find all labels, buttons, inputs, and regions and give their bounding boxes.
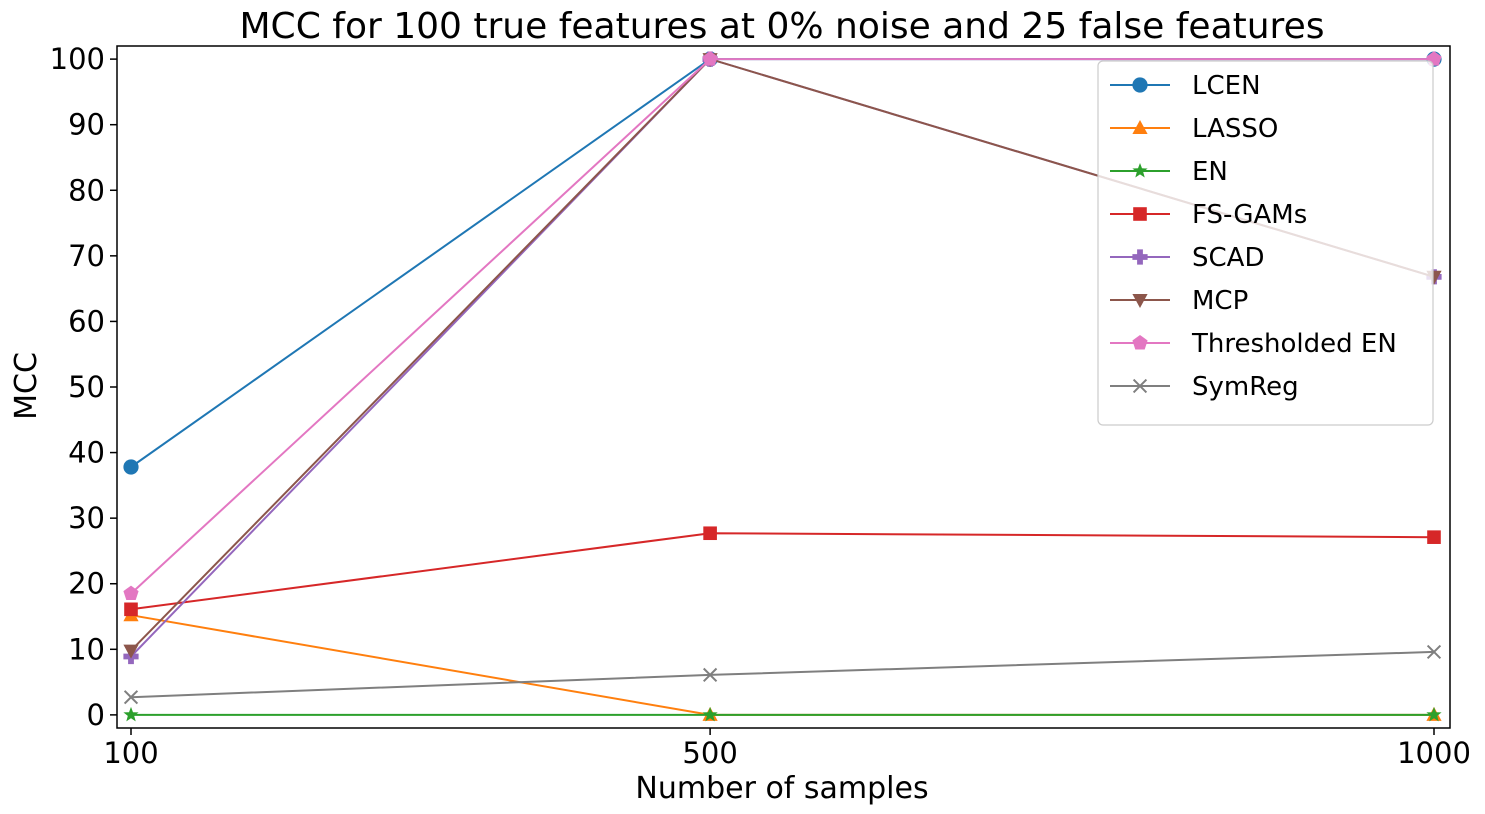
data-point	[703, 526, 717, 541]
data-point	[1426, 706, 1442, 722]
legend-entry: SymReg	[1110, 372, 1299, 402]
legend-label: EN	[1192, 157, 1228, 187]
legend-label: MCP	[1192, 286, 1248, 316]
legend-entry: LCEN	[1110, 71, 1261, 101]
x-axis-label: Number of samples	[635, 771, 928, 806]
data-point	[123, 644, 139, 659]
legend-marker	[1132, 335, 1148, 350]
legend-marker	[1132, 378, 1148, 394]
plot-area	[123, 51, 1442, 722]
chart-title: MCC for 100 true features at 0% noise an…	[240, 6, 1325, 47]
series-en	[123, 706, 1442, 722]
data-point	[702, 51, 718, 66]
legend: LCEN LASSO EN FS-GAMs SCAD MCP Thresholded EN S…	[1097, 60, 1434, 426]
legend-marker	[1132, 77, 1148, 93]
data-point	[123, 585, 139, 600]
y-tick-label: 50	[68, 370, 105, 404]
data-point	[123, 459, 139, 475]
legend-label: LCEN	[1192, 71, 1261, 101]
series-fs-gams	[124, 526, 1441, 617]
series-line	[130, 614, 1434, 716]
data-point	[1426, 644, 1442, 660]
legend-label: FS-GAMs	[1192, 200, 1307, 230]
y-tick-label: 30	[68, 501, 105, 535]
legend-marker	[1132, 120, 1148, 134]
series-line	[130, 650, 1435, 699]
x-tick-label: 500	[682, 736, 737, 770]
legend-entry: FS-GAMs	[1110, 200, 1307, 230]
y-tick-label: 10	[68, 632, 105, 666]
y-axis-label: MCC	[9, 352, 44, 420]
y-tick-label: 80	[68, 173, 105, 207]
y-tick-label: 20	[68, 567, 105, 601]
legend-label: SCAD	[1192, 243, 1264, 273]
legend-marker	[1132, 163, 1148, 178]
data-point	[702, 706, 718, 722]
legend-entry: EN	[1110, 157, 1228, 187]
legend-entry: Thresholded EN	[1110, 329, 1397, 359]
legend-label: SymReg	[1192, 372, 1299, 402]
y-tick-label: 0	[87, 698, 105, 732]
axis-ticks: 100 500 1000 0 10 20 30 40 50 60 70 80 90 100	[50, 42, 1471, 770]
data-point	[1427, 530, 1441, 544]
series-symreg	[123, 644, 1442, 705]
x-tick-label: 100	[103, 736, 158, 770]
data-point	[124, 602, 138, 617]
legend-marker	[1132, 294, 1148, 308]
legend-entry: MCP	[1110, 286, 1248, 316]
series-line	[130, 532, 1435, 611]
legend-label: LASSO	[1192, 114, 1278, 144]
y-tick-label: 70	[68, 239, 105, 273]
data-point	[703, 667, 718, 682]
y-tick-label: 60	[68, 304, 105, 338]
x-tick-label: 1000	[1397, 736, 1471, 770]
data-point	[123, 690, 139, 705]
legend-box	[1097, 60, 1434, 426]
legend-entry: LASSO	[1110, 114, 1278, 144]
y-tick-label: 90	[68, 108, 105, 142]
data-point	[123, 706, 139, 722]
series-lasso	[123, 607, 1442, 721]
legend-entry: SCAD	[1110, 243, 1264, 273]
legend-label: Thresholded EN	[1191, 329, 1397, 359]
y-tick-label: 100	[50, 42, 105, 76]
legend-marker	[1133, 207, 1147, 221]
legend-marker	[1132, 249, 1148, 265]
y-tick-label: 40	[68, 436, 105, 470]
